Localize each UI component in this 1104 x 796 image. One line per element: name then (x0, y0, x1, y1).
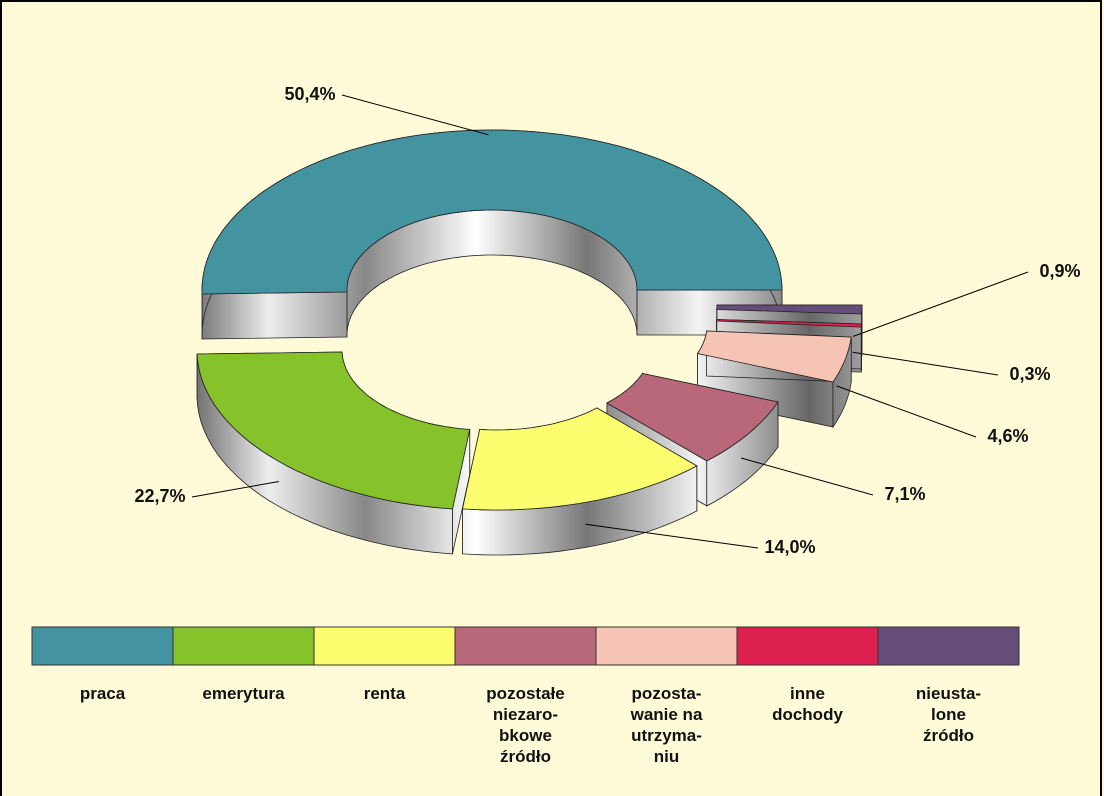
slice-top (606, 373, 779, 462)
leader-line (741, 457, 874, 496)
legend-label: renta (363, 684, 406, 703)
legend-swatch (877, 626, 1020, 666)
slice-top (716, 319, 862, 328)
slice-top (196, 351, 471, 510)
legend-swatch (595, 626, 738, 666)
slice-top (696, 330, 852, 383)
slice-top (201, 129, 783, 295)
legend-label: nieusta- lone źródło (915, 684, 982, 745)
value-label: 14,0% (764, 537, 815, 557)
value-label: 7,1% (884, 484, 925, 504)
legend-swatch (736, 626, 879, 666)
slice-end (201, 291, 348, 340)
leader-line (836, 385, 977, 438)
value-label: 50,4% (284, 84, 335, 104)
legend-swatch (454, 626, 597, 666)
leader-line (585, 523, 759, 549)
value-label: 4,6% (987, 426, 1028, 446)
value-label: 0,3% (1009, 364, 1050, 384)
value-label: 0,9% (1039, 261, 1080, 281)
leader-line (341, 94, 489, 136)
legend-label: inne dochody (772, 684, 843, 724)
leader-line (852, 351, 999, 376)
legend-label: praca (79, 684, 126, 703)
legend-swatch (31, 626, 174, 666)
legend-label: pozosta- wanie na utrzyma- niu (630, 684, 703, 766)
slice-top (716, 304, 863, 315)
slice-top (462, 407, 698, 511)
legend-swatch (172, 626, 315, 666)
legend-label: emerytura (202, 684, 285, 703)
leader-line (853, 271, 1029, 337)
leader-line (191, 480, 280, 498)
legend-swatch (313, 626, 456, 666)
value-label: 22,7% (134, 486, 185, 506)
legend-label: pozostałe niezaro- bkowe źródło (486, 684, 565, 766)
